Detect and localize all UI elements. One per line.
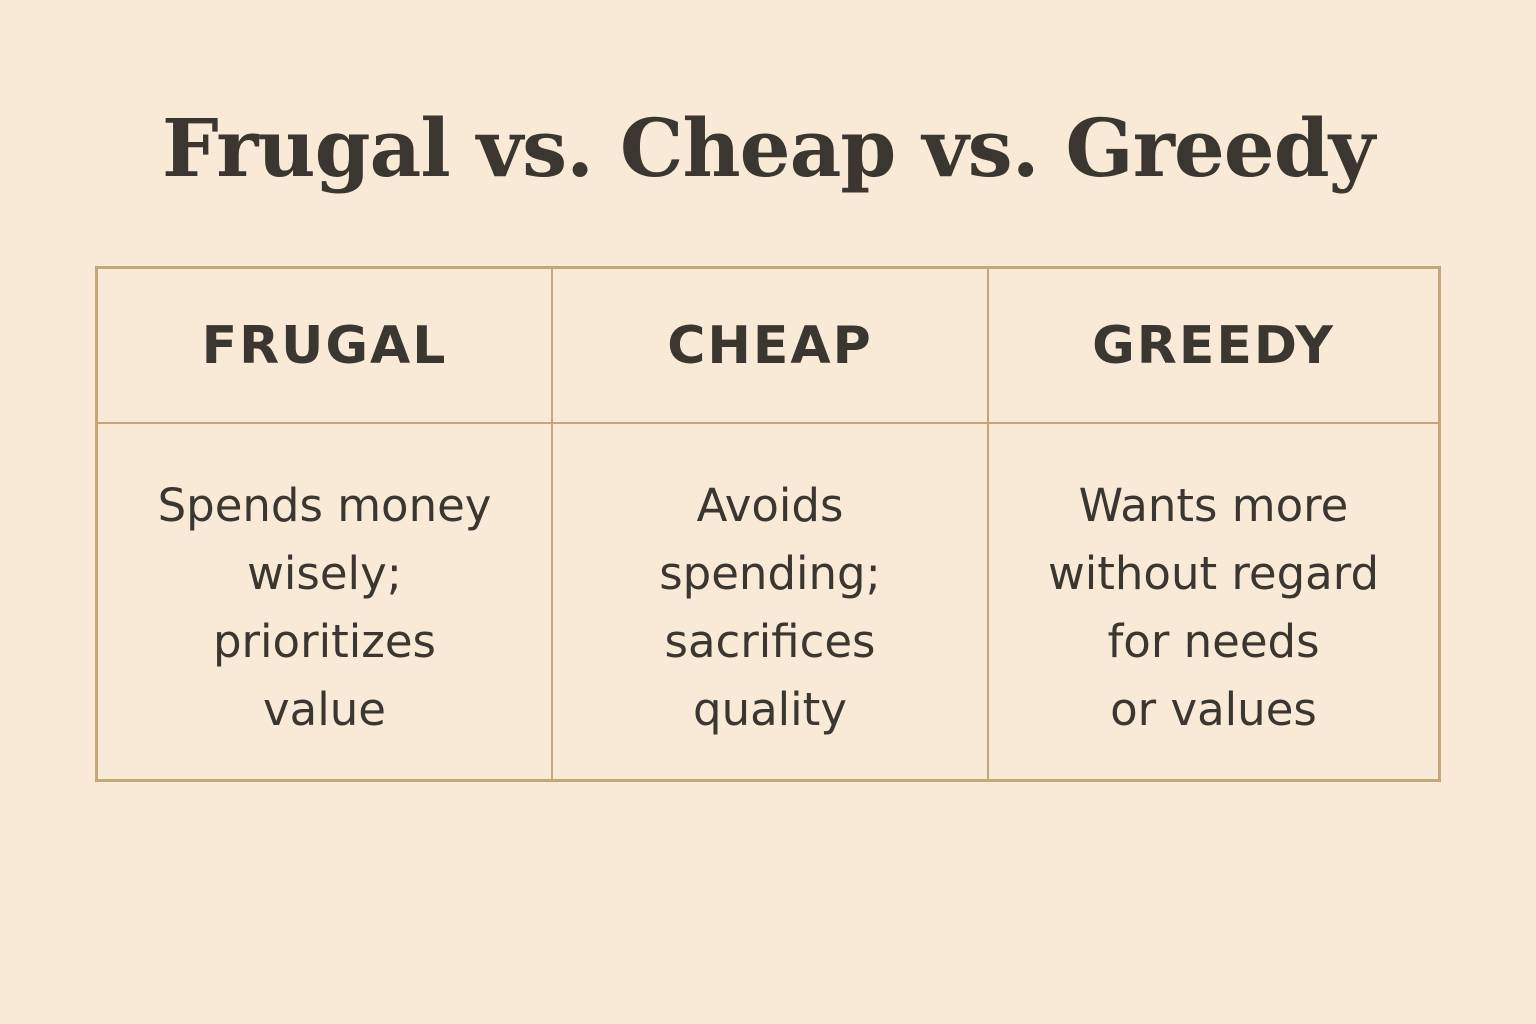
description-line: or values bbox=[1110, 683, 1317, 736]
header-greedy: GREEDY bbox=[989, 269, 1438, 424]
description-line: sacrifices bbox=[664, 615, 876, 668]
description-frugal: Spends money wisely; prioritizes value bbox=[98, 424, 553, 779]
description-line: spending; bbox=[659, 547, 881, 600]
description-line: prioritizes bbox=[212, 615, 436, 668]
page-title: Frugal vs. Cheap vs. Greedy bbox=[161, 101, 1375, 195]
description-line: Wants more bbox=[1078, 479, 1349, 532]
description-line: without regard bbox=[1047, 547, 1380, 600]
description-line: Avoids bbox=[696, 479, 844, 532]
header-cheap: CHEAP bbox=[553, 269, 989, 424]
comparison-table: FRUGAL CHEAP GREEDY Spends money wisely;… bbox=[95, 266, 1441, 782]
description-cheap: Avoids spending; sacrifices quality bbox=[553, 424, 989, 779]
description-line: value bbox=[263, 683, 386, 736]
description-line: wisely; bbox=[247, 547, 402, 600]
description-greedy: Wants more without regard for needs or v… bbox=[989, 424, 1438, 779]
description-line: Spends money bbox=[157, 479, 492, 532]
header-frugal: FRUGAL bbox=[98, 269, 553, 424]
description-line: for needs bbox=[1107, 615, 1320, 668]
description-line: quality bbox=[693, 683, 847, 736]
